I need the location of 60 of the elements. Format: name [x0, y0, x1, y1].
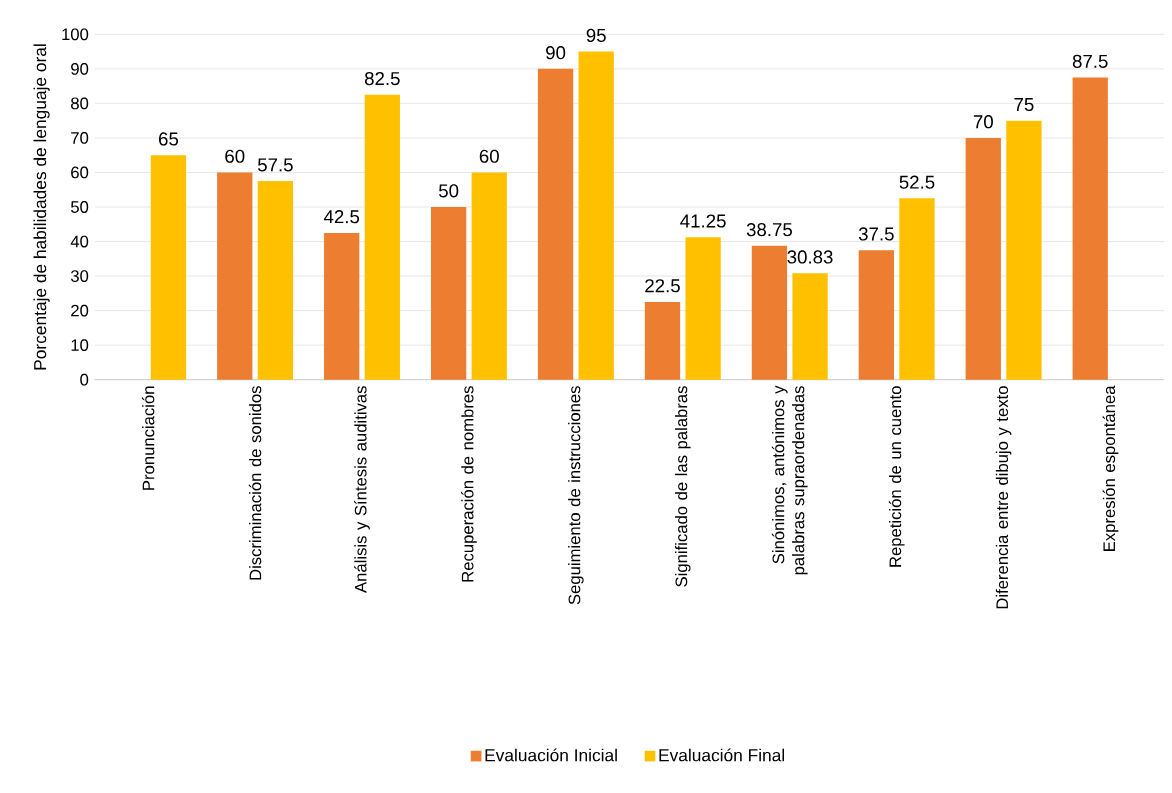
- y-tick-label: 40: [70, 235, 89, 248]
- data-label: 22.5: [645, 279, 680, 293]
- bar: [858, 250, 894, 380]
- data-label: 30.83: [787, 250, 833, 264]
- y-tick-label: 70: [71, 132, 89, 144]
- x-tick-label: Análisis y Síntesis auditivas: [354, 386, 370, 593]
- data-label: 87.5: [1072, 54, 1108, 68]
- bar: [150, 155, 187, 380]
- bar: [324, 232, 360, 380]
- y-tick-label: 60: [71, 166, 89, 179]
- bar: [578, 51, 614, 380]
- y-tick-label: 100: [62, 28, 89, 41]
- y-tick-label: 20: [71, 304, 89, 317]
- bar: [1006, 120, 1042, 380]
- bar: [430, 207, 467, 380]
- data-label: 75: [1014, 98, 1034, 112]
- legend-label: Evaluación Inicial: [485, 748, 617, 762]
- bar: [965, 137, 1001, 380]
- x-tick-label: Repetición de un cuento: [888, 386, 905, 567]
- data-label: 90: [546, 46, 566, 60]
- data-label: 37.5: [858, 227, 894, 241]
- data-label: 60: [225, 149, 245, 163]
- y-axis-title: Porcentaje de habilidades de lenguaje oral: [33, 44, 50, 370]
- bar: [792, 273, 828, 380]
- bar: [364, 94, 400, 380]
- data-label: 41.25: [680, 214, 726, 228]
- data-label: 82.5: [364, 71, 400, 86]
- data-label: 70: [973, 115, 993, 129]
- bar: [537, 68, 574, 380]
- data-label: 60: [479, 149, 499, 163]
- data-label: 52.5: [899, 175, 935, 189]
- y-tick-label: 30: [70, 270, 89, 282]
- bar: [751, 245, 788, 380]
- data-label: 95: [586, 28, 606, 43]
- bar: [471, 172, 507, 380]
- x-tick-label: Recuperación de nombres: [461, 386, 477, 582]
- x-tick-label: Expresión espontánea: [1102, 385, 1119, 551]
- x-tick-label: Discriminación de sonidos: [248, 386, 262, 580]
- bar: [217, 172, 253, 380]
- x-tick-label: Sinónimos, antónimos y palabras supraordenadas: [771, 385, 808, 575]
- bar: [899, 198, 935, 380]
- y-tick-label: 50: [70, 201, 89, 213]
- data-label: 65: [159, 132, 179, 146]
- data-label: 42.5: [323, 210, 360, 224]
- y-tick-label: 10: [71, 339, 89, 352]
- bar: [1072, 77, 1108, 380]
- bar: [257, 181, 294, 380]
- legend-label: Evaluación Final: [659, 748, 785, 762]
- y-tick-label: 0: [80, 373, 89, 386]
- bar: [685, 237, 721, 380]
- bar: [644, 301, 681, 380]
- data-label: 38.75: [746, 223, 792, 237]
- x-tick-label: Significado de las palabras: [675, 386, 691, 587]
- y-tick-label: 90: [71, 62, 89, 75]
- x-tick-label: Pronunciación: [141, 386, 155, 490]
- y-tick-label: 80: [71, 97, 89, 110]
- x-tick-label: Seguimiento de instrucciones: [568, 386, 584, 605]
- data-label: 57.5: [257, 158, 293, 172]
- x-tick-label: Diferencia entre dibujo y texto: [995, 386, 1012, 609]
- data-label: 50: [438, 184, 459, 198]
